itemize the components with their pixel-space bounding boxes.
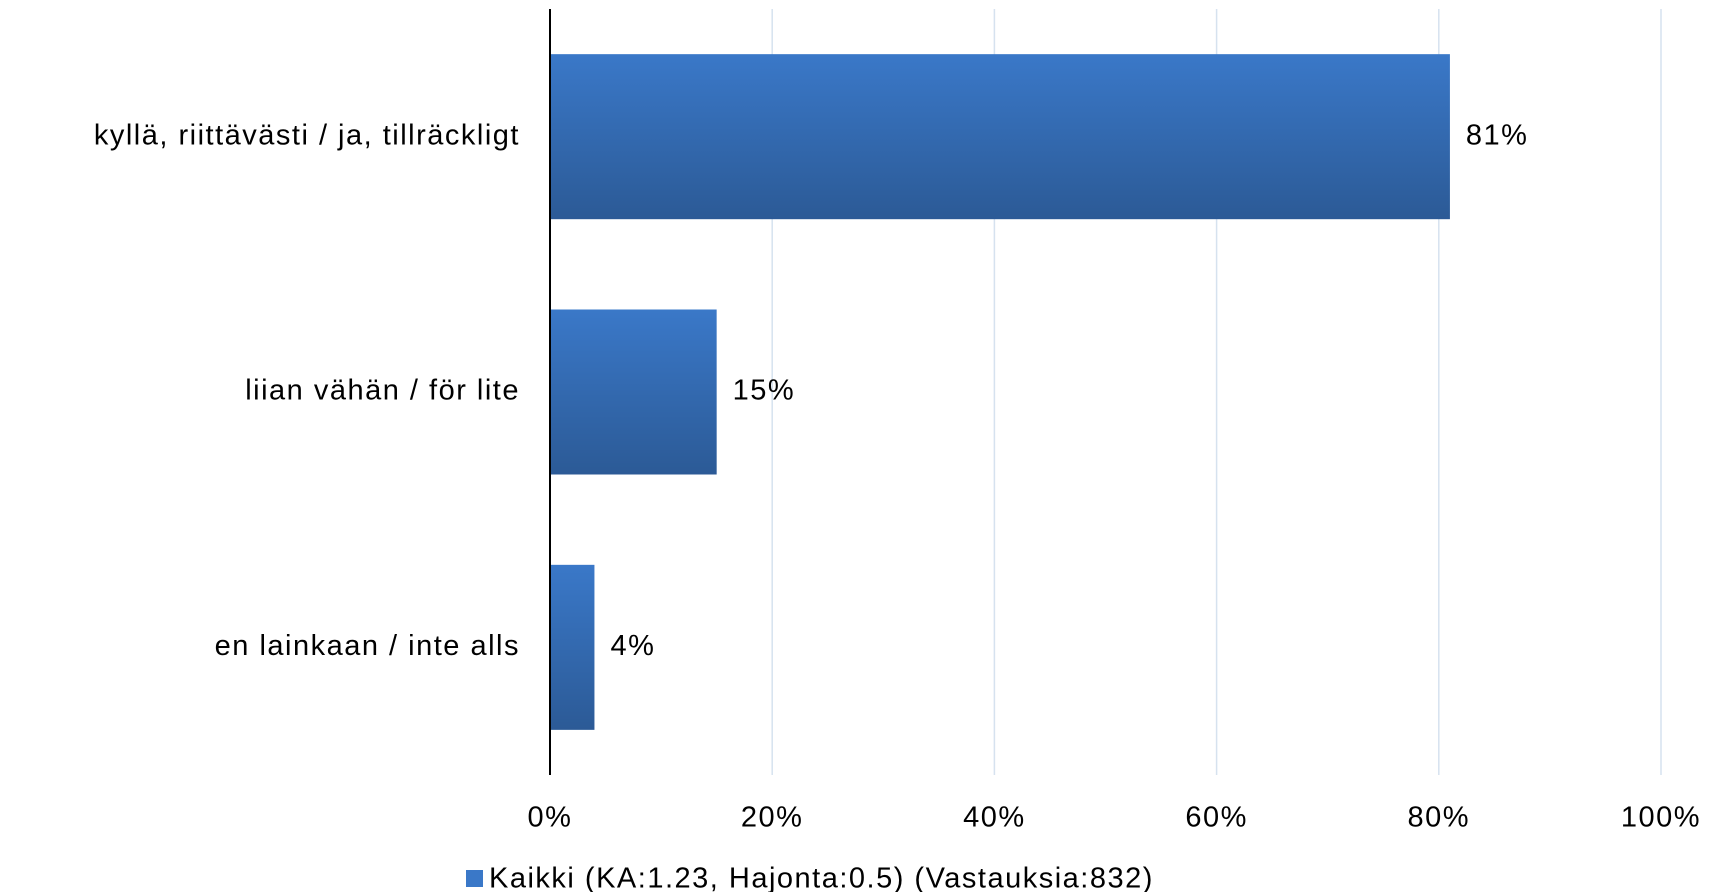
x-tick-label: 100% xyxy=(1621,802,1701,834)
data-label: 81% xyxy=(1466,119,1529,151)
data-label: 15% xyxy=(733,375,796,407)
data-label: 4% xyxy=(610,630,655,662)
bar-shade xyxy=(550,564,595,730)
legend-label: Kaikki (KA:1.23, Hajonta:0.5) (Vastauksi… xyxy=(489,863,1154,892)
x-tick-label: 0% xyxy=(528,802,573,834)
y-tick-label: kyllä, riittävästi / ja, tillräckligt xyxy=(94,119,520,151)
legend-swatch xyxy=(466,870,483,887)
x-tick-label: 40% xyxy=(963,802,1026,834)
x-tick-label: 60% xyxy=(1185,802,1248,834)
bar-shade xyxy=(550,309,717,475)
x-tick-label: 80% xyxy=(1408,802,1471,834)
bar-shade xyxy=(550,54,1450,220)
y-tick-label: liian vähän / för lite xyxy=(245,375,520,407)
y-tick-label: en lainkaan / inte alls xyxy=(215,630,520,662)
x-tick-label: 20% xyxy=(741,802,804,834)
